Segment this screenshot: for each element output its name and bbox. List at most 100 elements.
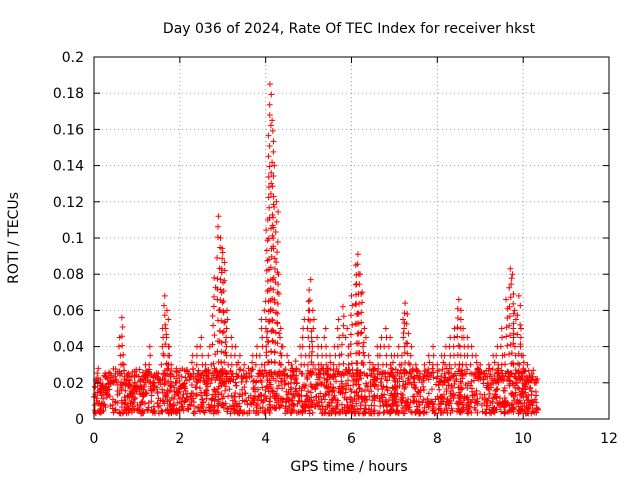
data-point-spread xyxy=(414,367,421,374)
noise-point xyxy=(134,407,141,414)
noise-point xyxy=(457,391,464,398)
data-point-spread xyxy=(366,359,373,366)
noise-point xyxy=(308,383,315,390)
noise-point xyxy=(150,403,157,410)
data-point-spread xyxy=(512,316,519,323)
data-point-spread xyxy=(506,303,513,310)
data-point-spread xyxy=(355,340,362,347)
noise-point xyxy=(343,396,350,403)
noise-point xyxy=(347,394,354,401)
data-point-spread xyxy=(267,190,274,197)
noise-point xyxy=(246,407,253,414)
noise-point xyxy=(228,392,235,399)
data-point-spread xyxy=(269,276,276,283)
noise-point xyxy=(259,408,266,415)
noise-point xyxy=(349,405,356,412)
data-point-spread xyxy=(353,360,360,367)
noise-point xyxy=(288,390,295,397)
data-point-spread xyxy=(240,367,247,374)
noise-point xyxy=(178,401,185,408)
noise-point xyxy=(447,390,454,397)
noise-point xyxy=(468,399,475,406)
noise-point xyxy=(351,395,358,402)
noise-point xyxy=(405,404,412,411)
noise-point xyxy=(182,374,189,381)
noise-point xyxy=(425,390,432,397)
noise-point xyxy=(396,382,403,389)
noise-point xyxy=(423,409,430,416)
data-point-spread xyxy=(235,373,242,380)
noise-point xyxy=(283,398,290,405)
noise-point xyxy=(457,399,464,406)
data-point xyxy=(288,361,295,368)
data-point xyxy=(357,271,364,278)
noise-point xyxy=(534,375,541,382)
noise-point xyxy=(345,408,352,415)
data-point xyxy=(361,325,368,332)
noise-point xyxy=(102,370,109,377)
noise-point xyxy=(279,399,286,406)
noise-point xyxy=(153,384,160,391)
data-point-spread xyxy=(197,343,204,350)
noise-point xyxy=(325,383,332,390)
data-point-spread xyxy=(514,312,521,319)
data-point xyxy=(254,343,261,350)
noise-point xyxy=(280,396,287,403)
noise-point xyxy=(296,398,303,405)
noise-point xyxy=(261,367,268,374)
data-point-spread xyxy=(349,321,356,328)
noise-point xyxy=(521,400,528,407)
noise-point xyxy=(332,396,339,403)
noise-point xyxy=(318,399,325,406)
noise-point xyxy=(312,386,319,393)
data-point-spread xyxy=(439,366,446,373)
noise-point xyxy=(342,389,349,396)
data-point-spread xyxy=(94,370,101,377)
noise-point xyxy=(252,410,259,417)
noise-point xyxy=(285,404,292,411)
data-point-spread xyxy=(338,351,345,358)
data-point-spread xyxy=(202,367,209,374)
noise-point xyxy=(306,396,313,403)
data-point-spread xyxy=(525,367,532,374)
noise-point xyxy=(215,391,222,398)
noise-point xyxy=(417,393,424,400)
noise-point xyxy=(513,400,520,407)
noise-point xyxy=(383,377,390,384)
data-point-spread xyxy=(323,361,330,368)
data-point-spread xyxy=(434,373,441,380)
data-point-spread xyxy=(405,360,412,367)
data-point-spread xyxy=(371,373,378,380)
data-point-spread xyxy=(267,122,274,129)
noise-point xyxy=(442,374,449,381)
noise-point xyxy=(112,398,119,405)
data-point-spread xyxy=(223,370,230,377)
noise-point xyxy=(274,385,281,392)
noise-point xyxy=(437,378,444,385)
data-point xyxy=(455,296,462,303)
data-point xyxy=(507,265,514,272)
data-point-spread xyxy=(162,341,169,348)
noise-point xyxy=(358,394,365,401)
noise-point xyxy=(201,368,208,375)
noise-point xyxy=(291,393,298,400)
noise-point xyxy=(528,388,535,395)
x-tick-label: 4 xyxy=(261,431,270,447)
noise-point xyxy=(314,376,321,383)
data-point-spread xyxy=(216,328,223,335)
noise-point xyxy=(408,373,415,380)
data-point xyxy=(359,289,366,296)
noise-point xyxy=(421,409,428,416)
data-point xyxy=(369,361,376,368)
noise-point xyxy=(330,384,337,391)
data-point xyxy=(163,307,170,314)
noise-point xyxy=(91,402,98,409)
noise-point xyxy=(453,400,460,407)
data-point xyxy=(451,325,458,332)
data-point-spread xyxy=(248,373,255,380)
noise-point xyxy=(184,405,191,412)
noise-point xyxy=(413,398,420,405)
noise-point xyxy=(383,402,390,409)
data-point-spread xyxy=(308,334,315,341)
noise-point xyxy=(102,373,109,380)
